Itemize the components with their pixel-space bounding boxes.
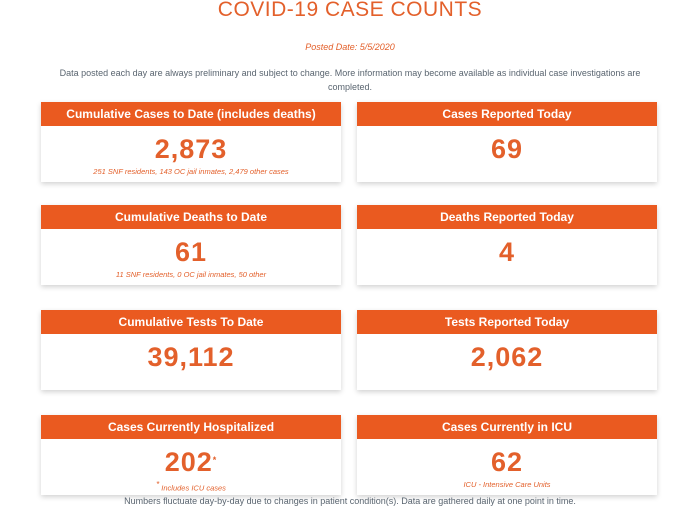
card-value: 2,873 [154,134,228,164]
footnote-marker: * [212,455,218,465]
card-cumulative-tests: Cumulative Tests To Date 39,112 [41,310,341,390]
card-header: Cumulative Cases to Date (includes death… [41,102,341,126]
footer-note: Numbers fluctuate day-by-day due to chan… [124,496,576,506]
card-value: 4 [498,237,516,267]
card-note: 11 SNF residents, 0 OC jail inmates, 50 … [115,270,267,279]
page-title: COVID-19 CASE COUNTS [217,0,483,21]
card-cumulative-cases: Cumulative Cases to Date (includes death… [41,102,341,182]
card-note: 251 SNF residents, 143 OC jail inmates, … [93,167,289,176]
card-hospitalized: Cases Currently Hospitalized 202* * Incl… [41,415,341,495]
card-value: 202* [41,447,341,477]
card-note: * Includes ICU cases [41,480,341,493]
card-header: Cases Currently Hospitalized [41,415,341,439]
card-value: 61 [174,237,208,267]
card-icu: Cases Currently in ICU 62 ICU - Intensiv… [357,415,657,495]
note-marker: * [156,480,160,489]
card-value: 62 [490,447,524,477]
card-header: Cases Currently in ICU [357,415,657,439]
card-note: ICU - Intensive Care Units [463,480,551,489]
card-deaths-today: Deaths Reported Today 4 [357,205,657,285]
card-tests-today: Tests Reported Today 2,062 [357,310,657,390]
card-value: 39,112 [147,342,235,372]
card-value: 2,062 [470,342,544,372]
card-header: Cumulative Deaths to Date [41,205,341,229]
card-value-number: 202 [164,447,213,477]
intro-text: Data posted each day are always prelimin… [59,68,641,92]
note-text: Includes ICU cases [161,483,226,493]
card-header: Tests Reported Today [357,310,657,334]
card-cumulative-deaths: Cumulative Deaths to Date 61 11 SNF resi… [41,205,341,285]
posted-date: Posted Date: 5/5/2020 [305,42,395,52]
card-value: 69 [490,134,524,164]
card-header: Cases Reported Today [357,102,657,126]
card-cases-today: Cases Reported Today 69 [357,102,657,182]
card-header: Cumulative Tests To Date [41,310,341,334]
card-header: Deaths Reported Today [357,205,657,229]
